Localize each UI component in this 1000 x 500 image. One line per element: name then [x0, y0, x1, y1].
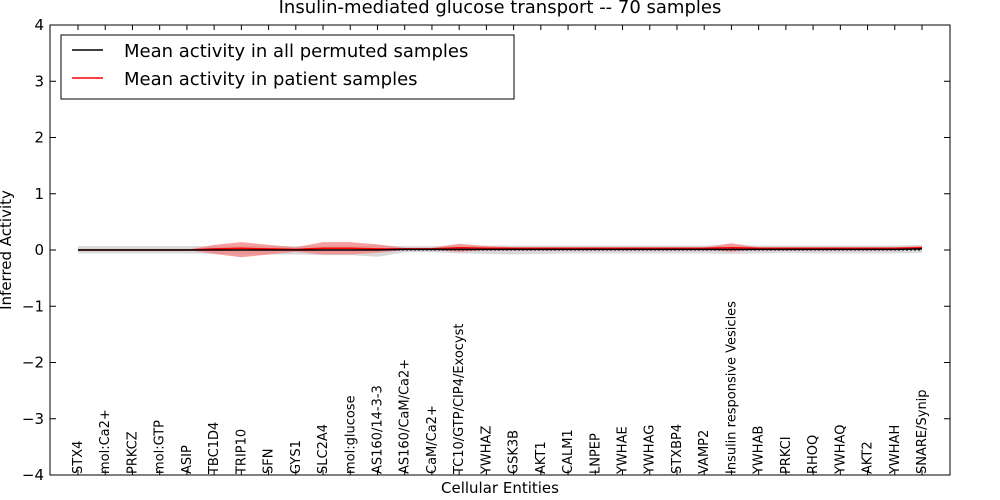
y-tick-label: −4 [22, 466, 44, 484]
line-patient [78, 247, 923, 251]
x-tick-label: RHOQ [806, 435, 821, 474]
legend-box [60, 34, 515, 100]
x-tick-label: AS160/14-3-3 [370, 385, 385, 474]
legend-label-permuted: Mean activity in all permuted samples [124, 41, 468, 62]
y-tick-label: −2 [22, 354, 44, 372]
legend: Mean activity in all permuted samples Me… [60, 34, 515, 100]
x-tick-label: GYS1 [289, 440, 304, 474]
chart-title: Insulin-mediated glucose transport -- 70… [279, 0, 722, 18]
x-tick-label: YWHAG [643, 425, 658, 475]
y-tick-label: 2 [34, 129, 44, 147]
plot-area: −4 −3 −2 −1 0 1 2 3 4 STX4 mol:Ca2+ PRKCZ mol:GTP AS… [22, 16, 951, 484]
y-tick-label: 0 [34, 241, 44, 259]
y-tick-label: 1 [34, 185, 44, 203]
y-tick-label: −1 [22, 297, 44, 315]
y-axis-ticks: −4 −3 −2 −1 0 1 2 3 4 [22, 16, 950, 484]
x-tick-label: VAMP2 [697, 430, 712, 474]
legend-label-patient: Mean activity in patient samples [124, 69, 418, 90]
x-tick-label: TBC1D4 [207, 422, 222, 475]
x-tick-label: SFN [262, 449, 277, 474]
y-axis-label: Inferred Activity [0, 190, 15, 310]
x-tick-label: GSK3B [507, 430, 522, 474]
x-tick-label: CALM1 [561, 429, 576, 474]
x-tick-label: mol:Ca2+ [98, 409, 113, 474]
x-tick-label: mol:glucose [343, 395, 358, 474]
x-tick-label: SLC2A4 [316, 424, 331, 474]
x-tick-label: TC10/GTP/CIP4/Exocyst [452, 323, 467, 475]
x-tick-label: STX4 [71, 441, 86, 474]
x-tick-label: AKT2 [861, 441, 876, 474]
x-tick-label: TRIP10 [234, 429, 249, 475]
x-tick-label: CaM/Ca2+ [425, 405, 440, 474]
y-tick-label: 3 [34, 72, 44, 90]
x-tick-label: mol:GTP [153, 420, 168, 474]
y-tick-label: −3 [22, 410, 44, 428]
x-tick-label: YWHAB [752, 426, 767, 475]
x-tick-label: LNPEP [588, 433, 603, 474]
x-tick-label: ASIP [180, 445, 195, 474]
x-tick-label: YWHAZ [479, 426, 494, 475]
x-tick-label: PRKCI [779, 436, 794, 474]
x-tick-label: YWHAE [616, 426, 631, 475]
x-tick-label: SNARE/Synip [915, 389, 930, 474]
x-tick-label: AKT1 [534, 441, 549, 474]
x-tick-label: AS160/CaM/Ca2+ [398, 359, 413, 474]
series-lines [78, 247, 923, 251]
x-axis-ticks: STX4 mol:Ca2+ PRKCZ mol:GTP ASIP TBC1D4 TRIP10… [71, 25, 930, 475]
x-tick-label: Insulin responsive Vesicles [724, 301, 739, 474]
y-tick-label: 4 [34, 16, 44, 34]
x-tick-label: STXBP4 [670, 424, 685, 474]
x-tick-label: PRKCZ [125, 431, 140, 474]
x-axis-label: Cellular Entities [441, 479, 559, 497]
x-tick-label: YWHAH [888, 425, 903, 475]
x-tick-label: YWHAQ [833, 425, 848, 475]
